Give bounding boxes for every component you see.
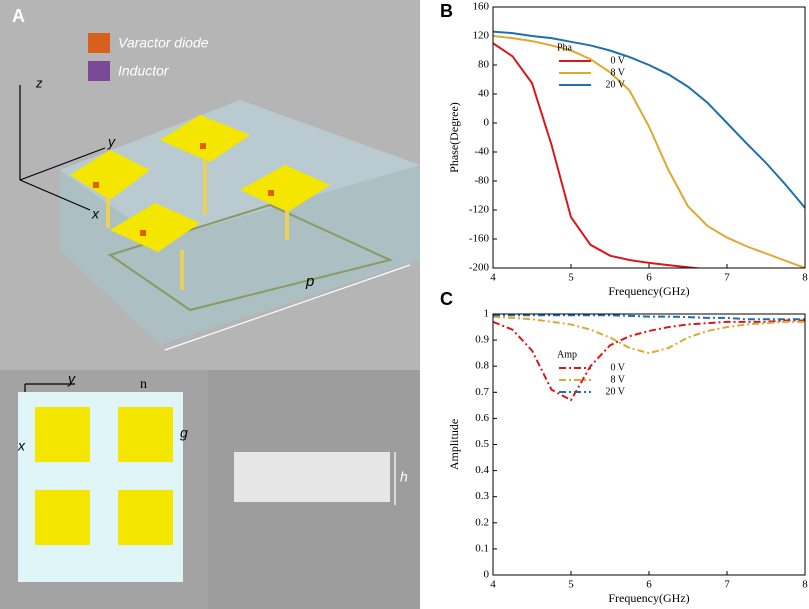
diode [140, 230, 146, 236]
post [180, 250, 184, 290]
series-line [493, 30, 805, 209]
legend-label: 8 V [610, 67, 625, 78]
legend-swatch [88, 61, 110, 81]
y-tick-label: -120 [469, 204, 490, 216]
series-line [493, 319, 805, 402]
legend-label: 20 V [605, 79, 625, 90]
diode [93, 182, 99, 188]
patch [110, 203, 200, 252]
dim-label: g [180, 425, 188, 441]
post [285, 210, 289, 240]
axis-label: x [91, 206, 100, 222]
ground-lines [107, 203, 394, 312]
legend-swatch [88, 33, 110, 53]
diode [200, 143, 206, 149]
legend-text: Varactor diode [118, 35, 209, 51]
panel-a: A Varactor diode Inductor z y x p y n x … [0, 0, 420, 609]
y-tick-label: 0.5 [475, 438, 489, 450]
y-tick-label: 0.3 [475, 490, 489, 502]
posts [106, 160, 289, 290]
panel-label: C [440, 289, 453, 309]
x-axis-label: Frequency(GHz) [608, 284, 689, 298]
x-tick-label: 4 [490, 272, 496, 284]
x-tick-label: 6 [646, 272, 652, 284]
y-tick-label: 0.6 [475, 412, 489, 424]
series-line [493, 35, 805, 268]
x-tick-label: 5 [568, 579, 574, 591]
y-tick-label: -80 [474, 175, 489, 187]
patch [70, 150, 150, 200]
axis-label: z [35, 75, 43, 90]
x-tick-label: 7 [724, 579, 730, 591]
top-view-patches [35, 407, 173, 545]
x-tick-label: 4 [490, 579, 496, 591]
chart: C 1 0.9 0.8 0.7 0.6 0.5 0.4 0.3 0.2 0.1 04 5 6 7 8 Frequ… [440, 289, 808, 605]
legend-label: 20 V [605, 386, 625, 397]
x-tick-label: 8 [802, 579, 808, 591]
y-axis-label: Phase(Degree) [447, 102, 461, 173]
y-tick-label: 0.1 [475, 542, 489, 554]
substrate-top [60, 100, 420, 240]
x-tick-label: 8 [802, 272, 808, 284]
legend-text: Inductor [118, 63, 170, 79]
y-tick-label: -40 [474, 146, 489, 158]
dim-label: n [140, 377, 147, 392]
y-tick-label: 0.4 [475, 464, 489, 476]
post [106, 198, 110, 228]
y-tick-label: 0 [484, 569, 490, 581]
y-tick-label: 160 [473, 1, 490, 13]
diodes [93, 143, 274, 236]
y-tick-label: 0.2 [475, 516, 489, 528]
y-tick-label: 40 [478, 88, 490, 100]
legend-label: 0 V [610, 362, 625, 373]
patches [70, 115, 330, 252]
y-tick-label: 120 [473, 30, 490, 42]
axis-label: y [107, 134, 116, 150]
y-tick-label: 80 [478, 59, 490, 71]
x-tick-label: 7 [724, 272, 730, 284]
axis-label: x [17, 438, 26, 454]
x-axis-label: Frequency(GHz) [608, 591, 689, 605]
legend-label: 8 V [610, 374, 625, 385]
y-tick-label: -160 [469, 233, 490, 245]
series-line [493, 42, 704, 268]
diode [268, 190, 274, 196]
y-axis-label: Amplitude [447, 419, 461, 470]
axis-label: y [67, 371, 76, 387]
y-tick-label: 0.7 [475, 386, 489, 398]
patch [160, 115, 250, 162]
plot-frame [492, 6, 806, 269]
side-view [234, 452, 390, 502]
x-tick-label: 5 [568, 272, 574, 284]
panel-label: A [12, 6, 25, 26]
series-line [493, 315, 805, 355]
legend-title: Amp [557, 349, 577, 360]
dim-label: h [400, 469, 408, 485]
y-tick-label: 0.8 [475, 360, 489, 372]
dim-label: p [305, 273, 314, 290]
legend-label: 0 V [610, 55, 625, 66]
panel-label: B [440, 1, 453, 21]
y-tick-label: 0.9 [475, 334, 489, 346]
post [203, 160, 207, 215]
patch [240, 165, 330, 212]
y-tick-label: 0 [484, 117, 490, 129]
y-tick-label: -200 [469, 262, 490, 274]
legend-title: Pha [557, 42, 573, 53]
x-tick-label: 6 [646, 579, 652, 591]
series-line [493, 314, 805, 321]
plot-frame [492, 313, 806, 576]
y-tick-label: 1 [484, 308, 490, 320]
